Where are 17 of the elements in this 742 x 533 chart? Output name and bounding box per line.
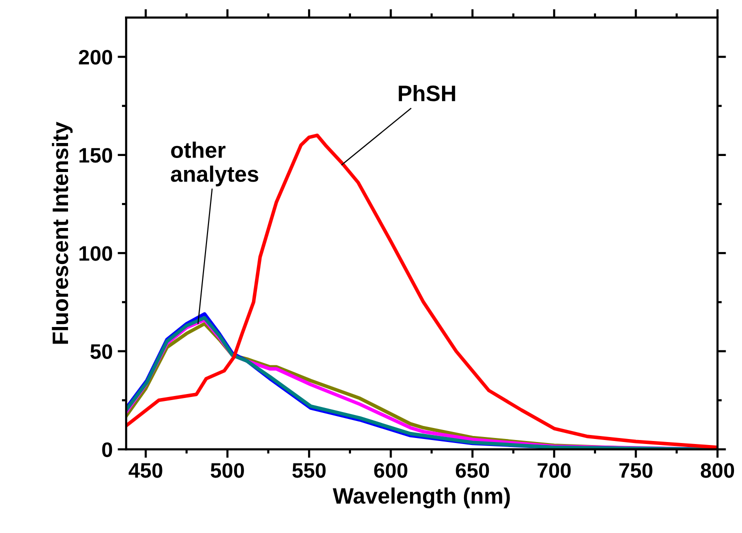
x-tick-label: 650: [456, 463, 489, 478]
y-axis-title: Fluorescent Intensity: [52, 122, 73, 344]
x-tick-label: 700: [538, 463, 571, 478]
x-tick-label: 550: [292, 463, 326, 478]
y-tick-label: 100: [80, 246, 112, 261]
x-tick-label: 600: [374, 463, 408, 478]
annotation: other analytes: [170, 142, 258, 186]
x-tick-label: 500: [210, 463, 244, 478]
y-tick-label: 50: [90, 344, 112, 359]
x-tick-label: 750: [619, 463, 652, 478]
y-tick-label: 200: [78, 50, 112, 65]
x-tick-label: 450: [128, 463, 162, 478]
x-tick-label: 800: [700, 463, 734, 478]
y-tick-label: 0: [102, 442, 112, 458]
x-axis-title: Wavelength (nm): [332, 487, 510, 508]
annotation: PhSH: [398, 84, 456, 102]
y-tick-label: 150: [80, 148, 112, 163]
